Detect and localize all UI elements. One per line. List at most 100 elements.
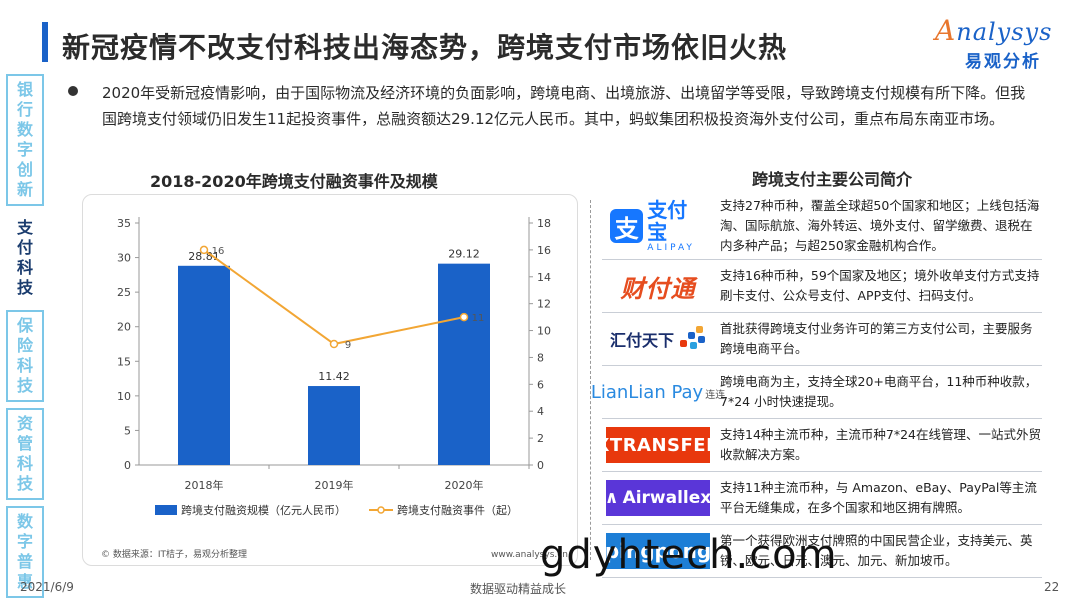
company-row-chinapnr: 汇付天下 首批获得跨境支付业务许可的第三方支付公司，主要服务跨境电商平台。	[602, 313, 1042, 366]
sidebar-item-char: 字	[16, 532, 33, 551]
sidebar-item-3[interactable]: 资管科技	[6, 408, 44, 500]
bar-value-label: 29.12	[448, 248, 480, 261]
bar	[308, 386, 360, 465]
x-tick-label: 2020年	[445, 478, 484, 492]
company-row-pingpong: pingpong 第一个获得欧洲支付牌照的中国民营企业，支持美元、英镑、欧元、日…	[602, 525, 1042, 578]
pingpong-logo: pingpong	[602, 525, 714, 577]
airwallex-mark-icon: ∧	[604, 488, 619, 508]
analysys-logo: Analysys 易观分析	[935, 14, 1070, 72]
sidebar-item-4[interactable]: 数字普惠	[6, 506, 44, 598]
companies-title: 跨境支付主要公司简介	[752, 170, 913, 189]
y-right-tick-label: 6	[537, 378, 544, 391]
y-right-tick-label: 2	[537, 432, 544, 445]
line-value-label: 9	[345, 340, 351, 351]
page-number: 22	[1044, 580, 1060, 594]
sidebar-item-char: 科	[16, 258, 33, 277]
airwallex-logo-text: Airwallex	[622, 488, 712, 508]
company-row-airwallex: ∧ Airwallex 支持11种主流币种，与 Amazon、eBay、PayPa…	[602, 472, 1042, 525]
sidebar-item-char: 新	[16, 180, 33, 199]
sidebar-item-char: 科	[16, 454, 33, 473]
sidebar-item-char: 科	[16, 356, 33, 375]
chart-title: 2018-2020年跨境支付融资事件及规模	[150, 172, 438, 191]
sidebar-item-char: 险	[16, 336, 33, 355]
bar	[178, 265, 230, 465]
sidebar-item-char: 管	[16, 434, 33, 453]
bar-value-label: 28.81	[188, 250, 220, 263]
y-left-tick-label: 10	[117, 390, 131, 403]
company-desc: 支持14种主流币种，主流币种7*24在线管理、一站式外贸收款解决方案。	[720, 427, 1042, 462]
company-desc: 支持16种币种，59个国家及地区；境外收单支付方式支持刷卡支付、公众号支付、AP…	[720, 268, 1040, 303]
tenpay-logo: 财付通	[602, 260, 714, 312]
line-point	[199, 245, 209, 255]
x-tick-label: 2019年	[315, 478, 354, 492]
company-desc: 支持27种币种，覆盖全球超50个国家和地区；上线包括海淘、国际航旅、海外转运、境…	[720, 198, 1040, 253]
legend-bar-label: 跨境支付融资规模（亿元人民币）	[181, 503, 346, 517]
chinapnr-logo-text: 汇付天下	[609, 331, 674, 350]
logo-letter-a: A	[935, 14, 957, 47]
sidebar-item-char: 行	[16, 100, 33, 119]
chart-source: © 数据来源：IT桔子，易观分析整理	[101, 548, 247, 560]
sidebar-item-char: 数	[16, 512, 33, 531]
y-right-tick-label: 0	[537, 459, 544, 472]
bullet-icon	[68, 86, 78, 96]
bar-value-label: 11.42	[318, 370, 350, 383]
sidebar-item-char: 资	[16, 414, 33, 433]
company-row-tenpay: 财付通 支持16种币种，59个国家及地区；境外收单支付方式支持刷卡支付、公众号支…	[602, 260, 1042, 313]
footer-slogan: 数据驱动精益成长	[470, 582, 567, 596]
footer-date: 2021/6/9	[20, 580, 74, 594]
watermark-text: gdyhtech.com	[540, 532, 838, 578]
line-value-label: 11	[472, 313, 485, 324]
chinapnr-dots-icon	[678, 326, 706, 352]
sidebar-item-1[interactable]: 支付科技	[6, 212, 44, 304]
title-accent-bar	[42, 22, 48, 62]
sidebar-item-char: 支	[16, 218, 33, 237]
chart-source-site: www.analysys.cn	[491, 550, 568, 560]
alipay-logo-sub: ALIPAY	[647, 243, 695, 253]
company-table: 支 支付宝 ALIPAY 支持27种币种，覆盖全球超50个国家和地区；上线包括海…	[591, 193, 1042, 578]
y-right-tick-label: 8	[537, 351, 544, 364]
sidebar-item-char: 惠	[16, 572, 33, 591]
y-left-tick-label: 5	[124, 424, 131, 437]
company-desc: 首批获得跨境支付业务许可的第三方支付公司，主要服务跨境电商平台。	[720, 321, 1033, 356]
lianlian-logo-cn: 连连	[705, 389, 726, 401]
logo-wordmark: nalysys	[956, 18, 1053, 46]
y-left-tick-label: 20	[117, 321, 131, 334]
sidebar-item-char: 数	[16, 120, 33, 139]
chart-container: 0 5 10 15 20 25 30 35 0 2 4 6 8 10 12 14 16 18 28.81 2018年 1…	[82, 194, 578, 566]
table-divider	[590, 200, 591, 560]
company-desc: 支持11种主流币种，与 Amazon、eBay、PayPal等主流平台无缝集成，…	[720, 480, 1037, 515]
xtransfer-logo: XTRANSFER	[596, 419, 720, 471]
y-right-tick-label: 10	[537, 325, 551, 338]
pingpong-logo-text: pingpong	[605, 533, 711, 569]
company-row-xtransfer: XTRANSFER 支持14种主流币种，主流币种7*24在线管理、一站式外贸收款…	[596, 419, 1042, 472]
y-left-tick-label: 25	[117, 286, 131, 299]
line-value-label: 16	[212, 246, 225, 257]
alipay-logo: 支 支付宝 ALIPAY	[602, 199, 714, 253]
sidebar-item-2[interactable]: 保险科技	[6, 310, 44, 402]
legend-line-label: 跨境支付融资事件（起）	[397, 503, 518, 517]
sidebar-nav: 银行数字创新支付科技保险科技资管科技数字普惠	[6, 74, 44, 604]
combo-chart: 0 5 10 15 20 25 30 35 0 2 4 6 8 10 12 14 16 18 28.81 2018年 1…	[101, 217, 568, 560]
company-row-alipay: 支 支付宝 ALIPAY 支持27种币种，覆盖全球超50个国家和地区；上线包括海…	[602, 193, 1042, 260]
legend-bar-swatch	[155, 505, 177, 515]
sidebar-item-char: 技	[16, 278, 33, 297]
sidebar-item-char: 技	[16, 376, 33, 395]
sidebar-item-0[interactable]: 银行数字创新	[6, 74, 44, 206]
logo-chinese-name: 易观分析	[965, 52, 1041, 72]
sidebar-item-char: 创	[16, 160, 33, 179]
airwallex-logo: ∧ Airwallex	[602, 472, 714, 524]
sidebar-item-char: 保	[16, 316, 33, 335]
chinapnr-logo: 汇付天下	[602, 313, 714, 365]
sidebar-item-char: 普	[16, 552, 33, 571]
company-row-lianlian: LianLian Pay 连连 跨境电商为主，支持全球20+电商平台，11种币种收…	[591, 366, 1042, 419]
sidebar-item-char: 字	[16, 140, 33, 159]
bar	[438, 263, 490, 465]
y-right-tick-label: 16	[537, 244, 551, 257]
company-desc: 跨境电商为主，支持全球20+电商平台，11种币种收款，7*24 小时快速提现。	[720, 374, 1038, 409]
y-left-tick-label: 30	[117, 252, 131, 265]
intro-paragraph: 2020年受新冠疫情影响，由于国际物流及经济环境的负面影响，跨境电商、出境旅游、…	[102, 84, 1026, 128]
y-right-tick-label: 14	[537, 271, 551, 284]
alipay-mark-icon: 支	[610, 209, 644, 243]
x-tick-label: 2018年	[185, 478, 224, 492]
line-point	[329, 339, 339, 349]
